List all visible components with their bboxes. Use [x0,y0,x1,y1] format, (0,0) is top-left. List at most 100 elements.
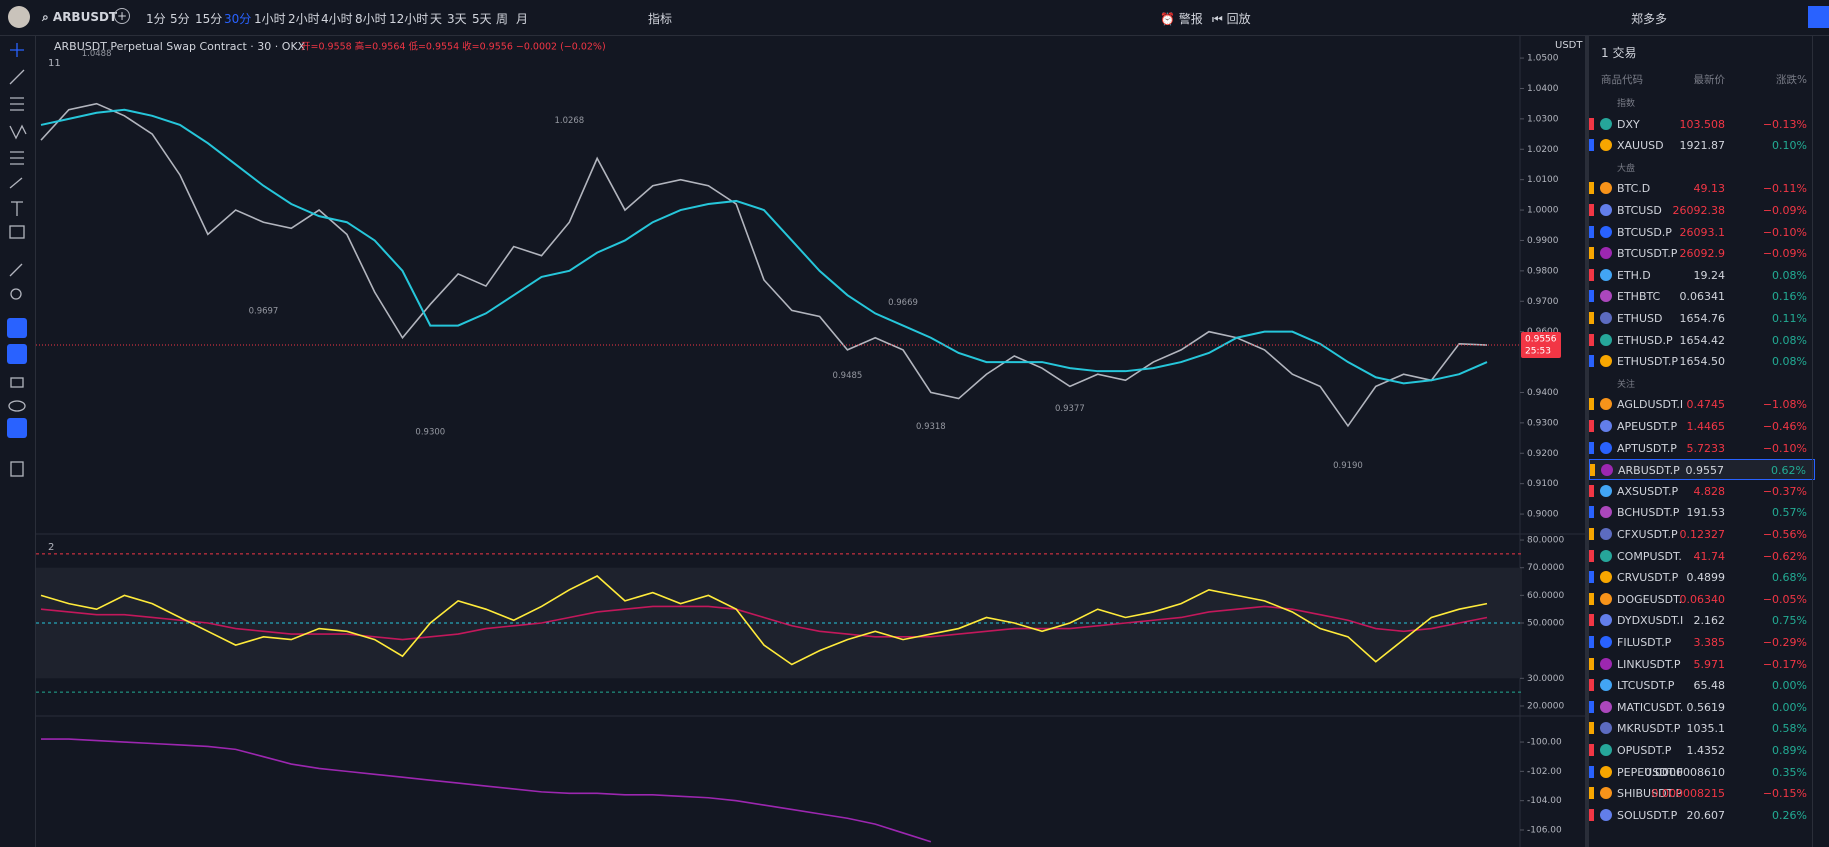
pane-legend: 2 [48,542,54,553]
last-price: 0.4745 [1686,398,1726,412]
interval[interactable]: 4小时 [321,12,353,26]
symbol-icon [1600,722,1612,735]
watchlist-row[interactable]: SHIBUSDT.P 0.000008215 −0.15% [1589,783,1815,804]
note-tool[interactable] [9,225,25,239]
watchlist-row[interactable]: APTUSDT.P 5.7233 −0.10% [1589,438,1815,459]
symbol-icon [1600,268,1612,281]
watchlist-row[interactable]: COMPUSDT. 41.74 −0.62% [1589,546,1815,567]
interval[interactable]: 2小时 [288,12,320,26]
row-flag [1589,312,1594,324]
watchlist-row[interactable]: BTC.D 49.13 −0.11% [1589,178,1815,199]
extreme-label: 0.9485 [833,371,863,381]
watchlist-row[interactable]: ETHUSDT.P 1654.50 0.08% [1589,351,1815,372]
interval[interactable]: 5分 [170,12,190,26]
symbol-search[interactable]: ⌕ ARBUSDT [42,10,118,24]
watchlist-title[interactable]: 1 交易 [1601,46,1637,60]
legend-ohlc: 开=0.9558 高=0.9564 低=0.9554 收=0.9556 −0.0… [301,41,606,53]
row-flag [1589,441,1594,454]
watchlist-row[interactable]: MATICUSDT. 0.5619 0.00% [1589,697,1815,718]
watchlist-row[interactable]: ETHUSD.P 1654.42 0.08% [1589,330,1815,351]
publish-button[interactable] [1808,6,1829,28]
indicators-button[interactable]: 指标 [648,10,672,27]
watchlist-row[interactable]: SOLUSDT.P 20.607 0.26% [1589,805,1815,826]
symbol: BTCUSDT.P [1617,247,1678,261]
y-tick-label: 1.0100 [1527,175,1559,185]
fib-tool[interactable] [10,97,24,111]
replay-button[interactable]: ⏮ 回放 [1212,12,1251,26]
watchlist-row[interactable]: BTCUSD 26092.38 −0.09% [1589,200,1815,221]
y-tick-label: 0.9700 [1527,297,1559,307]
watchlist-row[interactable]: OPUSDT.P 1.4352 0.89% [1589,740,1815,761]
hide-tool[interactable] [8,400,26,412]
stay-draw-tool[interactable] [7,344,27,364]
watchlist-row[interactable]: XAUUSD 1921.87 0.10% [1589,135,1815,156]
watchlist-row[interactable]: AGLDUSDT.I 0.4745 −1.08% [1589,394,1815,415]
watchlist-row[interactable]: BTCUSDT.P 26092.9 −0.09% [1589,243,1815,264]
interval[interactable]: 15分 [195,12,223,26]
watchlist-row[interactable]: ETHUSD 1654.76 0.11% [1589,308,1815,329]
watchlist-row[interactable]: LINKUSDT.P 5.971 −0.17% [1589,654,1815,675]
interval[interactable]: 30分 [224,12,252,26]
row-flag [1589,636,1594,648]
interval[interactable]: 12小时 [389,12,429,26]
trash-tool[interactable] [10,461,24,477]
compare-button[interactable]: + [114,8,130,24]
ruler-tool[interactable] [9,263,23,277]
watchlist-row[interactable]: BCHUSDT.P 191.53 0.57% [1589,502,1815,523]
watchlist-row[interactable]: AXSUSDT.P 4.828 −0.37% [1589,481,1815,502]
pattern-tool[interactable] [9,124,27,140]
y-tick-label: 0.9400 [1527,388,1559,398]
projection-tool[interactable] [10,151,24,165]
watchlist-row[interactable]: LTCUSDT.P 65.48 0.00% [1589,675,1815,696]
series-line [40,575,1488,666]
indicators: 指标 [648,12,673,26]
interval[interactable]: 3天 [447,12,467,26]
symbol-icon [1600,549,1612,562]
avatar[interactable] [8,6,30,28]
watchlist-row[interactable]: APEUSDT.P 1.4465 −0.46% [1589,416,1815,437]
interval[interactable]: 1小时 [254,12,286,26]
zoom-tool[interactable] [10,288,22,300]
y-tick-label: -106.00 [1527,825,1562,835]
symbol-icon [1600,204,1612,216]
interval[interactable]: 周 [496,12,509,26]
watchlist-row[interactable]: DOGEUSDT. 0.06340 −0.05% [1589,589,1815,610]
series-line [40,605,1488,641]
watchlist-row[interactable]: BTCUSD.P 26093.1 −0.10% [1589,222,1815,243]
watchlist-row[interactable]: FILUSDT.P 3.385 −0.29% [1589,632,1815,653]
y-tick-label: 70.0000 [1527,563,1564,573]
interval[interactable]: 8小时 [355,12,387,26]
line-tool[interactable] [9,69,25,85]
change: −0.46% [1762,420,1807,433]
change: 0.89% [1772,744,1807,757]
interval[interactable]: 1分 [146,12,166,26]
top-toolbar: ⌕ ARBUSDT + 1分 5分 15分 30分 1小时 2小时 4小时 8小时 12小时天 3… [0,0,1829,36]
last-price: 5.7233 [1686,441,1726,455]
watchlist-row[interactable]: ETH.D 19.24 0.08% [1589,265,1815,286]
watchlist-row[interactable]: CFXUSDT.P 0.12327 −0.56% [1589,524,1815,545]
interval[interactable]: 天 [430,12,443,26]
last-price: 1.4352 [1686,744,1726,757]
alert-button[interactable]: ⏰ 警报 [1160,12,1203,26]
row-flag [1589,592,1594,605]
sync-tool[interactable] [7,418,27,438]
watchlist-row[interactable]: ARBUSDT.P 0.9557 0.62% [1589,459,1815,480]
watchlist-row[interactable]: DXY 103.508 −0.13% [1589,114,1815,135]
watchlist-row[interactable]: CRVUSDT.P 0.4899 0.68% [1589,567,1815,588]
text-tool[interactable] [11,201,23,216]
row-flag [1589,268,1594,281]
lock-tool[interactable] [10,377,24,388]
interval[interactable]: 月 [516,12,529,26]
watchlist-row[interactable]: DYDXUSDT.I 2.162 0.75% [1589,610,1815,631]
symbol: OPUSDT.P [1617,744,1672,757]
symbol-icon [1600,333,1612,346]
brush-tool[interactable] [9,177,23,189]
user-name[interactable]: 郑多多 [1631,12,1668,26]
watchlist-row[interactable]: MKRUSDT.P 1035.1 0.58% [1589,718,1815,739]
symbol: APTUSDT.P [1617,441,1677,455]
watchlist-row[interactable]: PEPEUSDT.F 0.0000008610 0.35% [1589,762,1815,783]
magnet-tool[interactable] [7,318,27,338]
watchlist-row[interactable]: ETHBTC 0.06341 0.16% [1589,286,1815,307]
interval[interactable]: 5天 [472,12,492,26]
crosshair-tool[interactable] [10,43,24,57]
